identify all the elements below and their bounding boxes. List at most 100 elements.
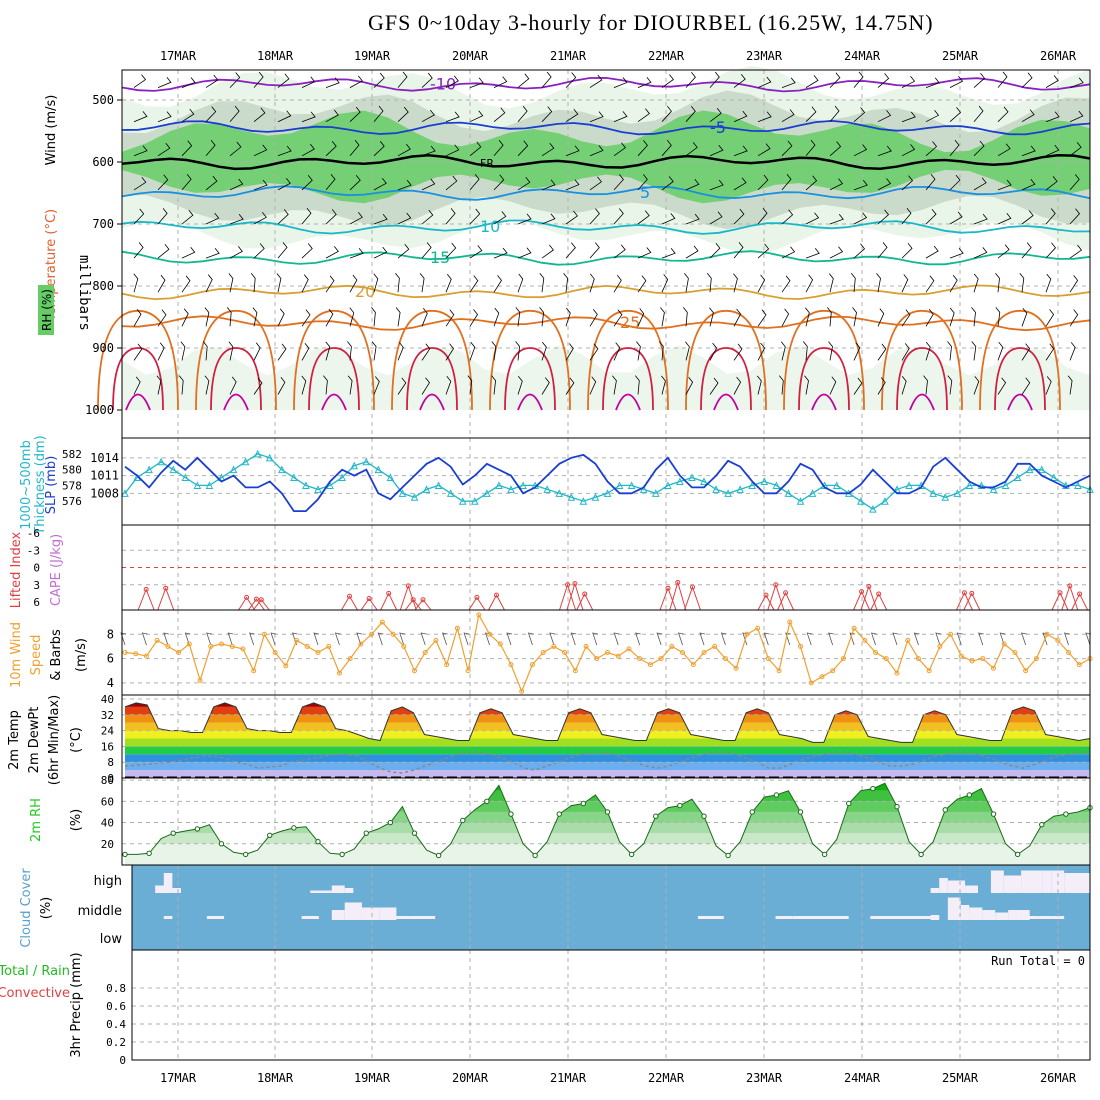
wind-barb [565, 377, 575, 395]
wind-barb [901, 309, 911, 327]
wind-barb [517, 247, 532, 259]
wind10m-barb [699, 632, 706, 646]
wind-barb [949, 107, 962, 122]
wind-barb [661, 247, 676, 259]
wind-barb [469, 141, 482, 157]
wind-barb [781, 109, 795, 123]
thickness-marker [627, 481, 636, 489]
wind-barb [877, 178, 892, 191]
wind-barb [781, 275, 791, 293]
wind10m-marker [240, 646, 246, 652]
rh-marker [846, 800, 852, 807]
lifted-index-marker [690, 584, 695, 590]
wind-barb [757, 111, 772, 123]
isotherm-surface-contour [979, 309, 1061, 411]
thickness-marker [591, 493, 600, 501]
wind-barb [202, 341, 208, 361]
cloud-high-bar [310, 890, 332, 893]
lifted-index-marker [410, 597, 416, 603]
temp-line [124, 702, 1091, 743]
wind-barb [949, 307, 955, 327]
thickness-marker [784, 489, 793, 497]
wind-barb [445, 343, 454, 361]
wind-barb [877, 343, 887, 361]
wind-barb [589, 111, 604, 123]
rh-marker [411, 830, 418, 836]
wind-barb [637, 210, 650, 225]
thickness-marker [905, 481, 913, 489]
rh-marker [291, 825, 297, 831]
wind-barb [1045, 343, 1055, 361]
wind10m-marker [347, 656, 353, 662]
rh-marker [387, 819, 394, 826]
thickness-marker [688, 473, 696, 482]
axis-label-wind10m-c: & Barbs [49, 629, 64, 681]
wind-barb [637, 247, 652, 259]
wind-barb [828, 273, 834, 293]
wind-barb [853, 144, 868, 157]
isotherm-surface-contour [798, 347, 850, 411]
isotherm-label: -5 [710, 118, 726, 137]
wind-barb [901, 343, 910, 361]
cloud-low-bar [396, 916, 410, 919]
wind-barb [204, 307, 210, 327]
wind-barb [301, 143, 315, 157]
wind-barb [877, 308, 885, 327]
wind-barb [709, 342, 718, 361]
wind-barb [277, 145, 292, 157]
rh-marker [990, 811, 997, 817]
wind-barb [781, 140, 793, 157]
wind-barb [829, 141, 842, 157]
wind10m-barb [141, 632, 148, 646]
wind-barb [637, 174, 648, 191]
lifted-index-line [414, 598, 432, 611]
wind-barb [877, 73, 890, 88]
wind-barb [157, 309, 167, 327]
wind-barb [373, 140, 385, 157]
cloud-middle-bar [995, 912, 1009, 920]
wind10m-marker [369, 631, 375, 637]
wind-barb [347, 375, 353, 395]
wind-barb [1069, 142, 1082, 157]
temp-color-band [125, 762, 1090, 771]
wind-barb [133, 208, 145, 225]
cloud-high-bar [331, 885, 345, 893]
cloud-low-bar [1038, 916, 1052, 919]
wind-barb [371, 307, 376, 327]
wind-barb [515, 307, 521, 327]
wind-barb [253, 243, 265, 259]
wind10m-marker [894, 670, 900, 676]
thickness-line [124, 453, 1091, 510]
wind-barb [229, 376, 237, 395]
axis-label-cloud-unit: (%) [39, 897, 54, 920]
wind10m-barb [549, 632, 555, 646]
wind-barb [733, 343, 743, 361]
wind-barb [421, 145, 436, 157]
thickness-marker [603, 489, 612, 497]
wind10m-marker [637, 656, 643, 662]
wind-barb [301, 342, 310, 361]
date-label-bottom: 25MAR [942, 1071, 979, 1085]
wind-barb [757, 76, 772, 88]
wind10m-barb [913, 632, 920, 646]
wind10m-marker [615, 653, 621, 659]
wind10m-marker [562, 650, 568, 655]
wind10m-marker [261, 631, 267, 637]
lifted-index-marker [494, 592, 499, 598]
cloud-middle-bar [1008, 910, 1022, 920]
thickness-marker [145, 465, 153, 474]
wind-barb [445, 175, 458, 191]
wind-barb [421, 178, 436, 191]
isotherm-label: 25 [620, 313, 640, 332]
thickness-marker [290, 473, 298, 482]
rh-marker [701, 813, 707, 819]
thickness-marker [241, 457, 250, 466]
thickness-marker [157, 457, 165, 466]
wind-barb [180, 341, 186, 361]
rh-tick-label: 20 [101, 838, 114, 851]
wind-barb [1021, 377, 1031, 395]
wind-barb [397, 243, 410, 259]
wind-barb [973, 73, 986, 88]
wind10m-barb [763, 632, 770, 646]
wind-barb [301, 243, 313, 259]
